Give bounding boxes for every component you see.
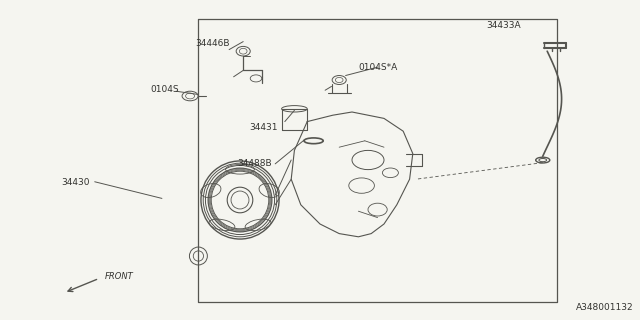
Text: 0104S*A: 0104S*A xyxy=(358,63,397,72)
Text: 34446B: 34446B xyxy=(195,39,230,48)
Text: A348001132: A348001132 xyxy=(576,303,634,312)
Text: FRONT: FRONT xyxy=(104,272,133,281)
Text: 34433A: 34433A xyxy=(486,21,521,30)
Text: 34430: 34430 xyxy=(61,178,90,187)
Text: 0104S: 0104S xyxy=(150,85,179,94)
Text: 34431: 34431 xyxy=(250,124,278,132)
Text: 34488B: 34488B xyxy=(237,159,271,168)
